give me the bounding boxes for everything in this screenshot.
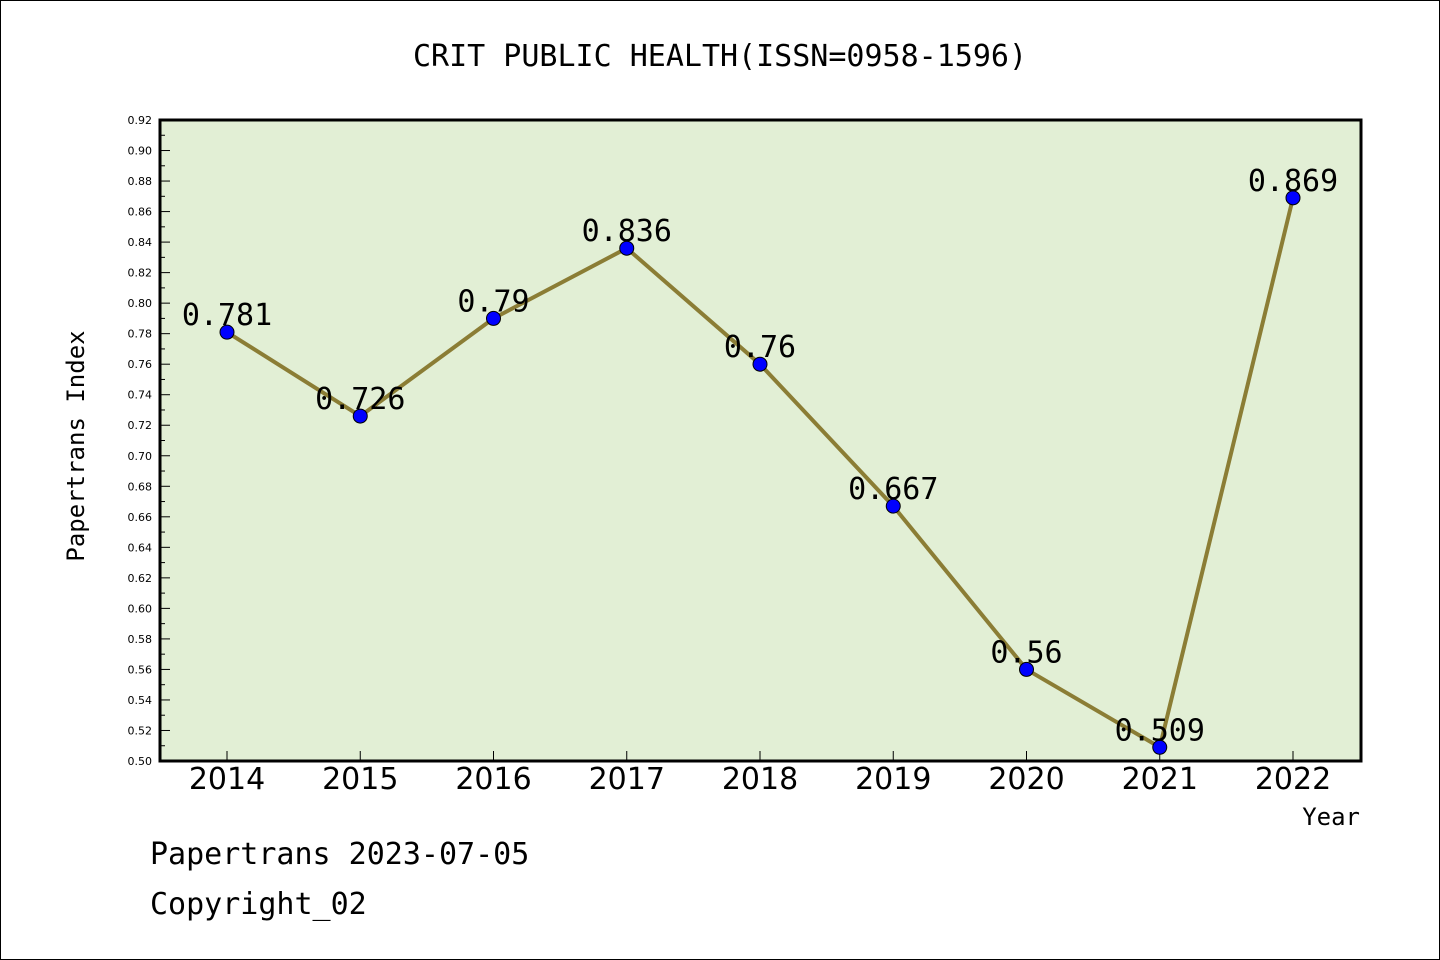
- y-tick-label: 0.56: [128, 663, 153, 676]
- data-point: [1152, 739, 1168, 755]
- y-tick-label: 0.74: [128, 389, 153, 402]
- x-axis: 2014 2015 2016 2017 2018 2019 2020 2021 2022: [189, 751, 1331, 797]
- y-tick-label: 0.72: [128, 419, 153, 432]
- y-tick-label: 0.80: [128, 297, 153, 310]
- data-label: 0.869: [1248, 164, 1338, 199]
- footer-copyright: Copyright_02: [150, 887, 367, 922]
- y-tick-label: 0.78: [128, 328, 153, 341]
- data-point: [352, 408, 368, 424]
- y-tick-label: 0.54: [128, 694, 153, 707]
- y-tick-label: 0.88: [128, 175, 153, 188]
- data-label: 0.667: [848, 472, 938, 507]
- chart-title: CRIT PUBLIC HEALTH(ISSN=0958-1596): [413, 39, 1027, 74]
- data-point: [619, 240, 635, 256]
- y-tick-label: 0.60: [128, 602, 153, 615]
- x-tick-label: 2021: [1122, 762, 1198, 797]
- x-tick-label: 2020: [988, 762, 1064, 797]
- y-tick-label: 0.76: [128, 358, 153, 371]
- y-tick-label: 0.50: [128, 755, 153, 768]
- data-point: [486, 310, 501, 326]
- data-label: 0.79: [457, 284, 529, 319]
- data-label: 0.56: [990, 635, 1062, 670]
- y-tick-label: 0.52: [128, 724, 153, 737]
- y-axis: 0.50 0.52 0.54 0.56 0.58 0.60 0.62 0.64 0.66 0.68…: [128, 114, 170, 768]
- x-tick-label: 2019: [855, 762, 931, 797]
- x-tick-label: 2018: [722, 762, 798, 797]
- y-tick-label: 0.66: [128, 511, 153, 524]
- x-tick-label: 2014: [189, 762, 265, 797]
- data-point: [885, 498, 901, 514]
- y-tick-label: 0.84: [128, 236, 153, 249]
- series-line-group: 0.781 0.726 0.79 0.836 0.76 0.667 0.56 0.509 0.8…: [182, 164, 1338, 755]
- data-point: [752, 356, 768, 372]
- footer-date: Papertrans 2023-07-05: [150, 837, 529, 872]
- y-tick-label: 0.58: [128, 633, 153, 646]
- y-tick-label: 0.90: [128, 145, 153, 158]
- y-axis-label: Papertrans Index: [62, 330, 90, 561]
- data-label: 0.76: [724, 330, 796, 365]
- data-label: 0.509: [1115, 713, 1205, 748]
- data-label: 0.836: [582, 214, 672, 249]
- x-axis-label: Year: [1302, 803, 1360, 831]
- x-tick-label: 2022: [1255, 762, 1331, 797]
- y-tick-label: 0.86: [128, 206, 153, 219]
- y-tick-label: 0.82: [128, 267, 153, 280]
- y-tick-label: 0.62: [128, 572, 153, 585]
- data-point: [1019, 661, 1034, 677]
- x-tick-label: 2016: [455, 762, 531, 797]
- data-label: 0.781: [182, 298, 272, 333]
- y-tick-label: 0.70: [128, 450, 153, 463]
- data-label: 0.726: [315, 382, 405, 417]
- x-tick-label: 2017: [589, 762, 665, 797]
- y-tick-label: 0.92: [128, 114, 153, 127]
- data-point: [219, 324, 235, 340]
- y-tick-label: 0.64: [128, 541, 153, 554]
- y-tick-label: 0.68: [128, 480, 153, 493]
- x-tick-label: 2015: [322, 762, 398, 797]
- plot-area: [158, 118, 1363, 763]
- data-point: [1285, 190, 1301, 206]
